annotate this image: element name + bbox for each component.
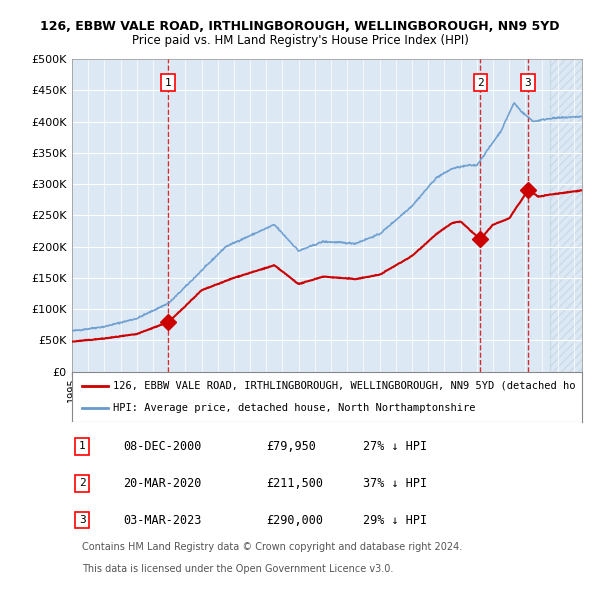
Bar [550,59,582,372]
Text: 2: 2 [477,78,484,88]
Text: Price paid vs. HM Land Registry's House Price Index (HPI): Price paid vs. HM Land Registry's House … [131,34,469,47]
Text: £290,000: £290,000 [266,514,323,527]
Text: 1: 1 [164,78,172,88]
Text: 27% ↓ HPI: 27% ↓ HPI [362,440,427,453]
Text: 20-MAR-2020: 20-MAR-2020 [123,477,202,490]
Text: 37% ↓ HPI: 37% ↓ HPI [362,477,427,490]
Text: 08-DEC-2000: 08-DEC-2000 [123,440,202,453]
Text: This data is licensed under the Open Government Licence v3.0.: This data is licensed under the Open Gov… [82,564,394,574]
Text: 126, EBBW VALE ROAD, IRTHLINGBOROUGH, WELLINGBOROUGH, NN9 5YD: 126, EBBW VALE ROAD, IRTHLINGBOROUGH, WE… [40,20,560,33]
Text: 03-MAR-2023: 03-MAR-2023 [123,514,202,527]
Text: 126, EBBW VALE ROAD, IRTHLINGBOROUGH, WELLINGBOROUGH, NN9 5YD (detached ho: 126, EBBW VALE ROAD, IRTHLINGBOROUGH, WE… [113,381,575,391]
Bar [550,59,582,372]
Text: 29% ↓ HPI: 29% ↓ HPI [362,514,427,527]
Text: HPI: Average price, detached house, North Northamptonshire: HPI: Average price, detached house, Nort… [113,403,475,413]
Text: 2: 2 [79,478,86,489]
Text: 3: 3 [525,78,532,88]
Text: £79,950: £79,950 [266,440,316,453]
Text: Contains HM Land Registry data © Crown copyright and database right 2024.: Contains HM Land Registry data © Crown c… [82,542,463,552]
Text: 3: 3 [79,515,86,525]
Text: 1: 1 [79,441,86,451]
Text: £211,500: £211,500 [266,477,323,490]
